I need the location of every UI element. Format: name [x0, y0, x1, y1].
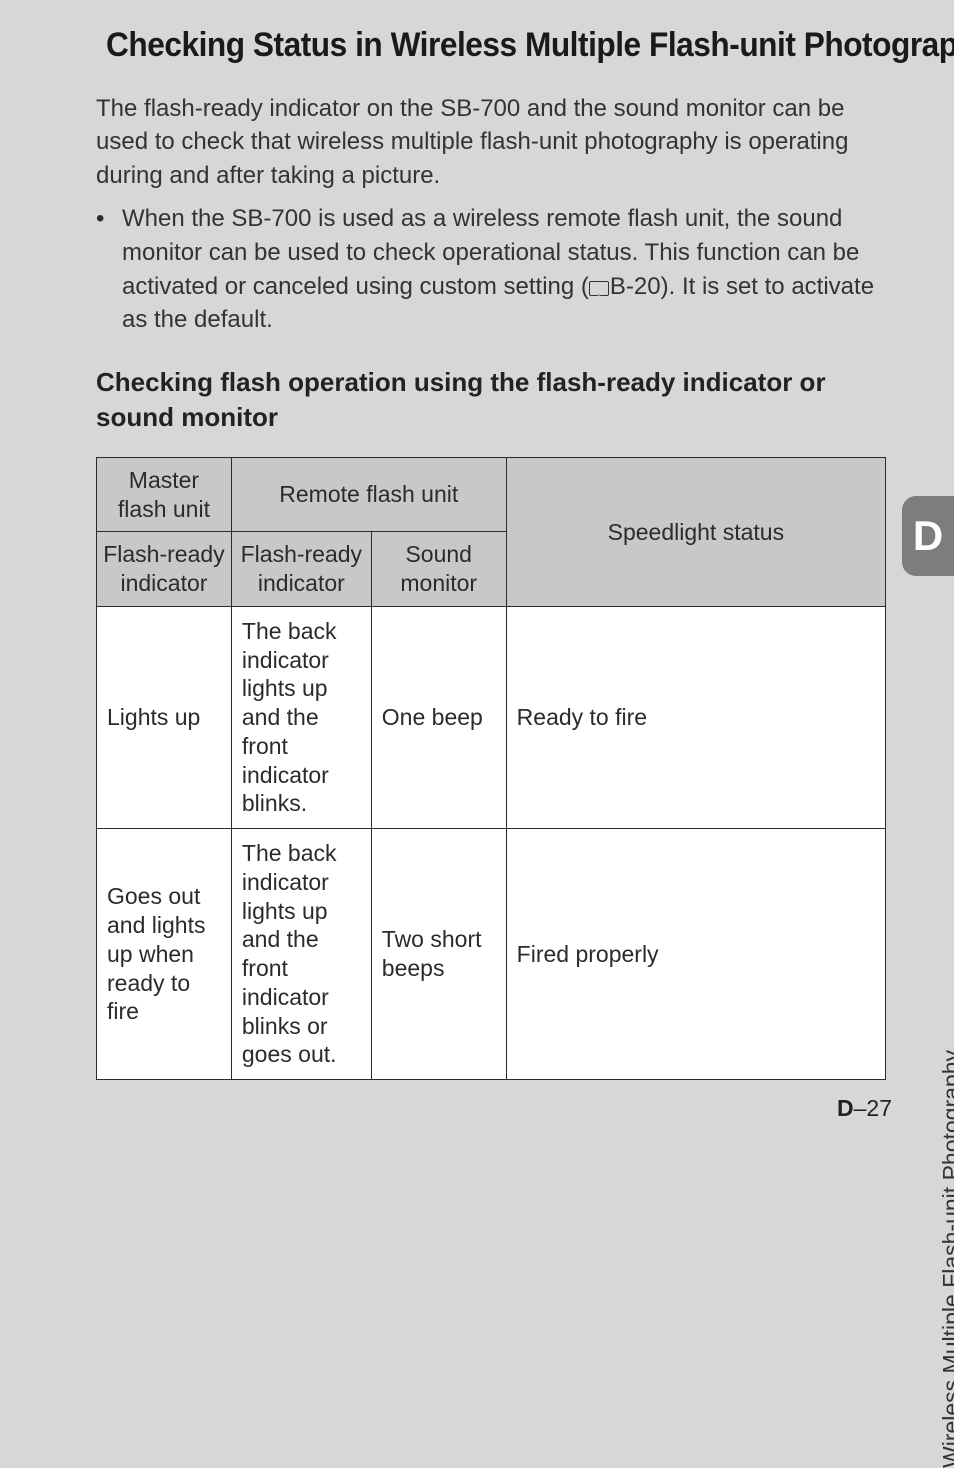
cell-status: Fired properly: [506, 829, 885, 1080]
section-side-label: Wireless Multiple Flash-unit Photography: [938, 1050, 954, 1468]
table-row: Goes out and lights up when ready to fir…: [97, 829, 886, 1080]
th-remote-sub1: Flash-ready indicator: [231, 532, 371, 607]
status-table: Master flash unit Remote flash unit Spee…: [96, 457, 886, 1080]
page-number: D–27: [837, 1095, 892, 1122]
section-subheading: Checking flash operation using the flash…: [90, 365, 894, 435]
page-section: D: [837, 1095, 854, 1121]
th-remote: Remote flash unit: [231, 457, 506, 532]
section-tab-letter: D: [913, 512, 943, 560]
cell-status: Ready to fire: [506, 606, 885, 828]
bullet-ref: B-20: [610, 273, 661, 300]
cell-remote-ind: The back indicator lights up and the fro…: [231, 606, 371, 828]
cell-remote-sound: Two short beeps: [371, 829, 506, 1080]
page-title-block: Checking Status in Wireless Multiple Fla…: [90, 22, 894, 70]
table-header-row-1: Master flash unit Remote flash unit Spee…: [97, 457, 886, 532]
page-title: Checking Status in Wireless Multiple Fla…: [106, 22, 954, 70]
table-row: Lights up The back indicator lights up a…: [97, 606, 886, 828]
th-remote-sub2: Sound monitor: [371, 532, 506, 607]
manual-ref-icon: [589, 281, 609, 295]
section-tab: D: [902, 496, 954, 576]
bullet-text: When the SB-700 is used as a wireless re…: [122, 202, 894, 336]
th-status: Speedlight status: [506, 457, 885, 606]
page-sep: –: [854, 1095, 867, 1121]
cell-remote-ind: The back indicator lights up and the fro…: [231, 829, 371, 1080]
th-master: Master flash unit: [97, 457, 232, 532]
th-master-sub: Flash-ready indicator: [97, 532, 232, 607]
cell-remote-sound: One beep: [371, 606, 506, 828]
intro-paragraph: The flash-ready indicator on the SB-700 …: [90, 92, 894, 193]
cell-master: Lights up: [97, 606, 232, 828]
bullet-item: • When the SB-700 is used as a wireless …: [90, 202, 894, 336]
bullet-marker: •: [96, 202, 122, 336]
page-num-value: 27: [866, 1095, 892, 1121]
cell-master: Goes out and lights up when ready to fir…: [97, 829, 232, 1080]
